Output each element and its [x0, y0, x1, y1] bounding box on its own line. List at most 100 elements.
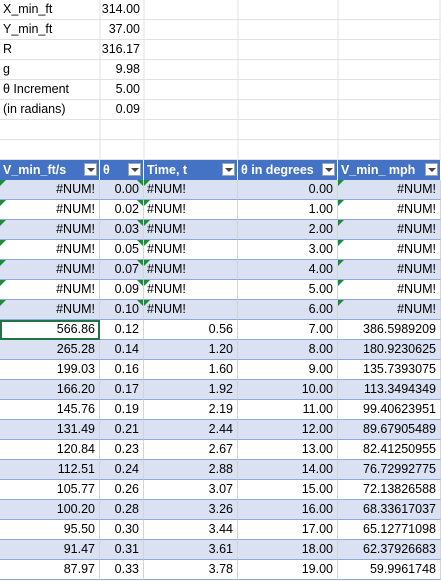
table-cell[interactable]: 68.33617037: [338, 500, 441, 520]
table-cell[interactable]: 82.41250955: [338, 440, 441, 460]
parameter-value[interactable]: 37.00: [108, 22, 140, 36]
parameter-value[interactable]: 5.00: [115, 82, 140, 96]
table-cell[interactable]: 0.02: [100, 200, 144, 220]
table-cell[interactable]: 14.00: [238, 460, 338, 480]
table-cell[interactable]: 91.47: [0, 540, 100, 560]
column-header[interactable]: V_min_ft/s: [0, 160, 100, 180]
table-cell[interactable]: 2.88: [144, 460, 238, 480]
table-cell[interactable]: 16.00: [238, 500, 338, 520]
table-cell[interactable]: 0.17: [100, 380, 144, 400]
table-cell[interactable]: 0.14: [100, 340, 144, 360]
parameter-value[interactable]: 316.17: [101, 42, 140, 56]
table-cell[interactable]: 95.50: [0, 520, 100, 540]
table-cell[interactable]: 0.09: [100, 280, 144, 300]
table-cell[interactable]: #NUM!: [338, 200, 441, 220]
table-cell[interactable]: 386.5989209: [338, 320, 441, 340]
table-cell[interactable]: 72.13826588: [338, 480, 441, 500]
table-cell[interactable]: 0.16: [100, 360, 144, 380]
table-cell[interactable]: #NUM!: [338, 180, 441, 200]
table-cell[interactable]: #NUM!: [338, 300, 441, 320]
table-cell[interactable]: 0.05: [100, 240, 144, 260]
table-cell[interactable]: 0.12: [100, 320, 144, 340]
parameter-label[interactable]: (in radians): [3, 102, 66, 116]
table-cell[interactable]: 113.3494349: [338, 380, 441, 400]
table-cell[interactable]: 7.00: [238, 320, 338, 340]
table-cell[interactable]: 1.00: [238, 200, 338, 220]
table-cell[interactable]: #NUM!: [144, 200, 238, 220]
table-cell[interactable]: 1.60: [144, 360, 238, 380]
table-cell[interactable]: #NUM!: [338, 280, 441, 300]
parameter-label[interactable]: θ Increment: [3, 82, 70, 96]
table-cell[interactable]: 6.00: [238, 300, 338, 320]
table-cell[interactable]: 12.00: [238, 420, 338, 440]
table-cell[interactable]: 0.28: [100, 500, 144, 520]
table-cell[interactable]: 3.78: [144, 560, 238, 580]
column-header[interactable]: θ: [100, 160, 144, 180]
filter-dropdown-icon[interactable]: [84, 163, 97, 176]
table-cell[interactable]: #NUM!: [0, 280, 100, 300]
filter-dropdown-icon[interactable]: [128, 163, 141, 176]
table-cell[interactable]: 0.56: [144, 320, 238, 340]
table-cell[interactable]: 9.00: [238, 360, 338, 380]
table-cell[interactable]: 8.00: [238, 340, 338, 360]
table-cell[interactable]: 65.12771098: [338, 520, 441, 540]
table-cell[interactable]: #NUM!: [338, 240, 441, 260]
table-cell[interactable]: 3.44: [144, 520, 238, 540]
table-cell[interactable]: 166.20: [0, 380, 100, 400]
parameter-label[interactable]: Y_min_ft: [3, 22, 53, 36]
table-cell[interactable]: 10.00: [238, 380, 338, 400]
table-cell[interactable]: #NUM!: [144, 240, 238, 260]
table-cell[interactable]: #NUM!: [0, 260, 100, 280]
table-cell[interactable]: #NUM!: [0, 200, 100, 220]
parameter-value[interactable]: 314.00: [101, 2, 140, 16]
table-cell[interactable]: 1.92: [144, 380, 238, 400]
table-cell[interactable]: 112.51: [0, 460, 100, 480]
table-cell[interactable]: 0.21: [100, 420, 144, 440]
table-cell[interactable]: 5.00: [238, 280, 338, 300]
table-cell[interactable]: #NUM!: [144, 280, 238, 300]
table-cell[interactable]: 180.9230625: [338, 340, 441, 360]
table-cell[interactable]: 2.00: [238, 220, 338, 240]
table-cell[interactable]: #NUM!: [0, 220, 100, 240]
table-cell[interactable]: 3.26: [144, 500, 238, 520]
table-cell[interactable]: 145.76: [0, 400, 100, 420]
table-cell[interactable]: 3.07: [144, 480, 238, 500]
table-cell[interactable]: 4.00: [238, 260, 338, 280]
table-cell[interactable]: #NUM!: [144, 180, 238, 200]
table-cell[interactable]: 2.19: [144, 400, 238, 420]
table-cell[interactable]: 2.67: [144, 440, 238, 460]
table-cell[interactable]: 2.44: [144, 420, 238, 440]
table-cell[interactable]: 13.00: [238, 440, 338, 460]
table-cell[interactable]: 0.33: [100, 560, 144, 580]
filter-dropdown-icon[interactable]: [425, 163, 438, 176]
table-cell[interactable]: 566.86: [0, 320, 100, 340]
table-cell[interactable]: #NUM!: [144, 260, 238, 280]
table-cell[interactable]: 11.00: [238, 400, 338, 420]
table-cell[interactable]: 135.7393075: [338, 360, 441, 380]
filter-dropdown-icon[interactable]: [322, 163, 335, 176]
parameter-value[interactable]: 0.09: [115, 102, 140, 116]
table-cell[interactable]: #NUM!: [0, 240, 100, 260]
table-cell[interactable]: 0.23: [100, 440, 144, 460]
table-cell[interactable]: 120.84: [0, 440, 100, 460]
table-cell[interactable]: 17.00: [238, 520, 338, 540]
table-cell[interactable]: 89.67905489: [338, 420, 441, 440]
table-cell[interactable]: 265.28: [0, 340, 100, 360]
table-cell[interactable]: 0.31: [100, 540, 144, 560]
table-cell[interactable]: 0.19: [100, 400, 144, 420]
table-cell[interactable]: 1.20: [144, 340, 238, 360]
column-header[interactable]: Time, t: [144, 160, 238, 180]
table-cell[interactable]: #NUM!: [338, 220, 441, 240]
table-cell[interactable]: 62.37926683: [338, 540, 441, 560]
table-cell[interactable]: 3.61: [144, 540, 238, 560]
parameter-label[interactable]: R: [3, 42, 13, 56]
table-cell[interactable]: 59.9961748: [338, 560, 441, 580]
table-cell[interactable]: #NUM!: [338, 260, 441, 280]
table-cell[interactable]: 0.03: [100, 220, 144, 240]
table-cell[interactable]: 76.72992775: [338, 460, 441, 480]
table-cell[interactable]: 0.24: [100, 460, 144, 480]
table-cell[interactable]: 0.26: [100, 480, 144, 500]
table-cell[interactable]: 105.77: [0, 480, 100, 500]
parameter-label[interactable]: X_min_ft: [3, 2, 53, 16]
